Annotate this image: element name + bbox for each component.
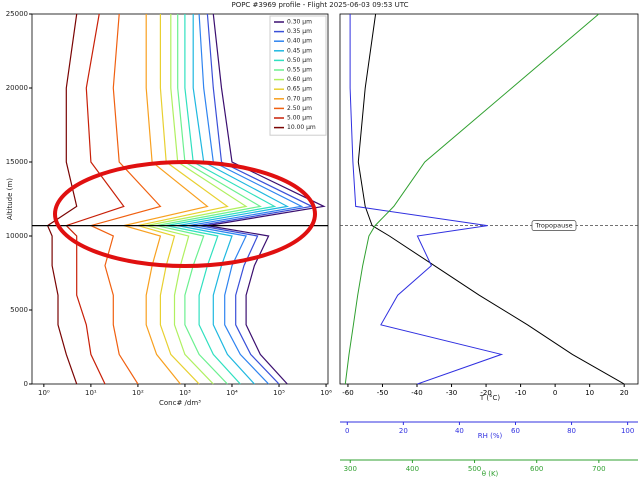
- x2-tick-label: 80: [567, 427, 576, 435]
- profile-line: [156, 14, 262, 385]
- profile-line: [177, 14, 290, 385]
- profile-line: [344, 13, 600, 385]
- x-tick-label: 10²: [132, 389, 144, 397]
- rh-axis-label: RH (%): [478, 432, 503, 440]
- y-tick-label: 20000: [6, 84, 28, 92]
- legend-label: 0.50 μm: [287, 57, 312, 64]
- annotation-box: [531, 220, 577, 231]
- x2-tick-label: 0: [345, 427, 349, 435]
- x3-tick-label: 600: [530, 465, 543, 473]
- profile-line: [207, 13, 326, 385]
- x3-tick-label: 300: [344, 465, 357, 473]
- x-tick-label: -30: [446, 389, 457, 397]
- x-tick-label: 20: [620, 389, 629, 397]
- x2-tick-label: 20: [399, 427, 408, 435]
- x-tick-label: 10⁰: [38, 389, 50, 397]
- profile-line: [198, 13, 314, 385]
- profile-line: [89, 13, 162, 385]
- profile-line: [137, 14, 229, 385]
- theta-axis-label: θ (K): [482, 470, 499, 478]
- profile-line: [357, 13, 625, 385]
- x-tick-label: -40: [411, 389, 422, 397]
- y-axis-label: Altitude (m): [6, 178, 14, 220]
- legend-label: 5.00 μm: [287, 115, 312, 122]
- profile-line: [46, 13, 78, 385]
- legend-label: 10.00 μm: [287, 124, 316, 131]
- annotation-text: Tropopause: [534, 222, 572, 230]
- y-tick-label: 10000: [6, 232, 28, 240]
- x-tick-label: 10⁴: [226, 389, 238, 397]
- x-tick-label: 10¹: [85, 389, 97, 397]
- profile-line: [166, 14, 277, 385]
- legend-label: 0.45 μm: [287, 47, 312, 54]
- x-tick-label: -60: [342, 389, 353, 397]
- x3-tick-label: 500: [468, 465, 481, 473]
- x2-tick-label: 60: [511, 427, 520, 435]
- x-tick-label: 0: [553, 389, 557, 397]
- x3-tick-label: 700: [592, 465, 605, 473]
- legend-label: 0.40 μm: [287, 38, 312, 45]
- legend-label: 0.35 μm: [287, 28, 312, 35]
- y-tick-label: 5000: [10, 306, 28, 314]
- x-tick-label: 10: [585, 389, 594, 397]
- legend-label: 2.50 μm: [287, 105, 312, 112]
- legend-label: 0.65 μm: [287, 86, 312, 93]
- legend-label: 0.60 μm: [287, 76, 312, 83]
- x2-tick-label: 40: [455, 427, 464, 435]
- x-tick-label: 10⁵: [273, 389, 285, 397]
- y-tick-label: 0: [24, 380, 28, 388]
- right-frame: [339, 13, 639, 385]
- x-tick-label: 10³: [179, 389, 191, 397]
- y-tick-label: 15000: [6, 158, 28, 166]
- profile-line: [123, 14, 209, 385]
- x-tick-label: 10⁶: [320, 389, 332, 397]
- legend-label: 0.55 μm: [287, 67, 312, 74]
- profile-line: [146, 14, 248, 385]
- profile-line: [65, 13, 125, 385]
- x3-tick-label: 400: [406, 465, 419, 473]
- legend-label: 0.70 μm: [287, 95, 312, 102]
- legend-box: [269, 15, 327, 136]
- legend-label: 0.30 μm: [287, 19, 312, 26]
- x-tick-label: -50: [377, 389, 388, 397]
- x2-tick-label: 100: [621, 427, 634, 435]
- x-tick-label: -20: [480, 389, 491, 397]
- highlight-ellipse: [53, 160, 317, 268]
- t-axis-label: T (°C): [479, 394, 501, 402]
- profile-line: [349, 14, 504, 385]
- x-tick-label: -10: [515, 389, 526, 397]
- x-axis-label: Conc# /dm³: [159, 399, 201, 407]
- chart-title: POPC #3969 profile - Flight 2025-06-03 0…: [231, 1, 408, 9]
- y-tick-label: 25000: [6, 10, 28, 18]
- profile-line: [188, 13, 304, 385]
